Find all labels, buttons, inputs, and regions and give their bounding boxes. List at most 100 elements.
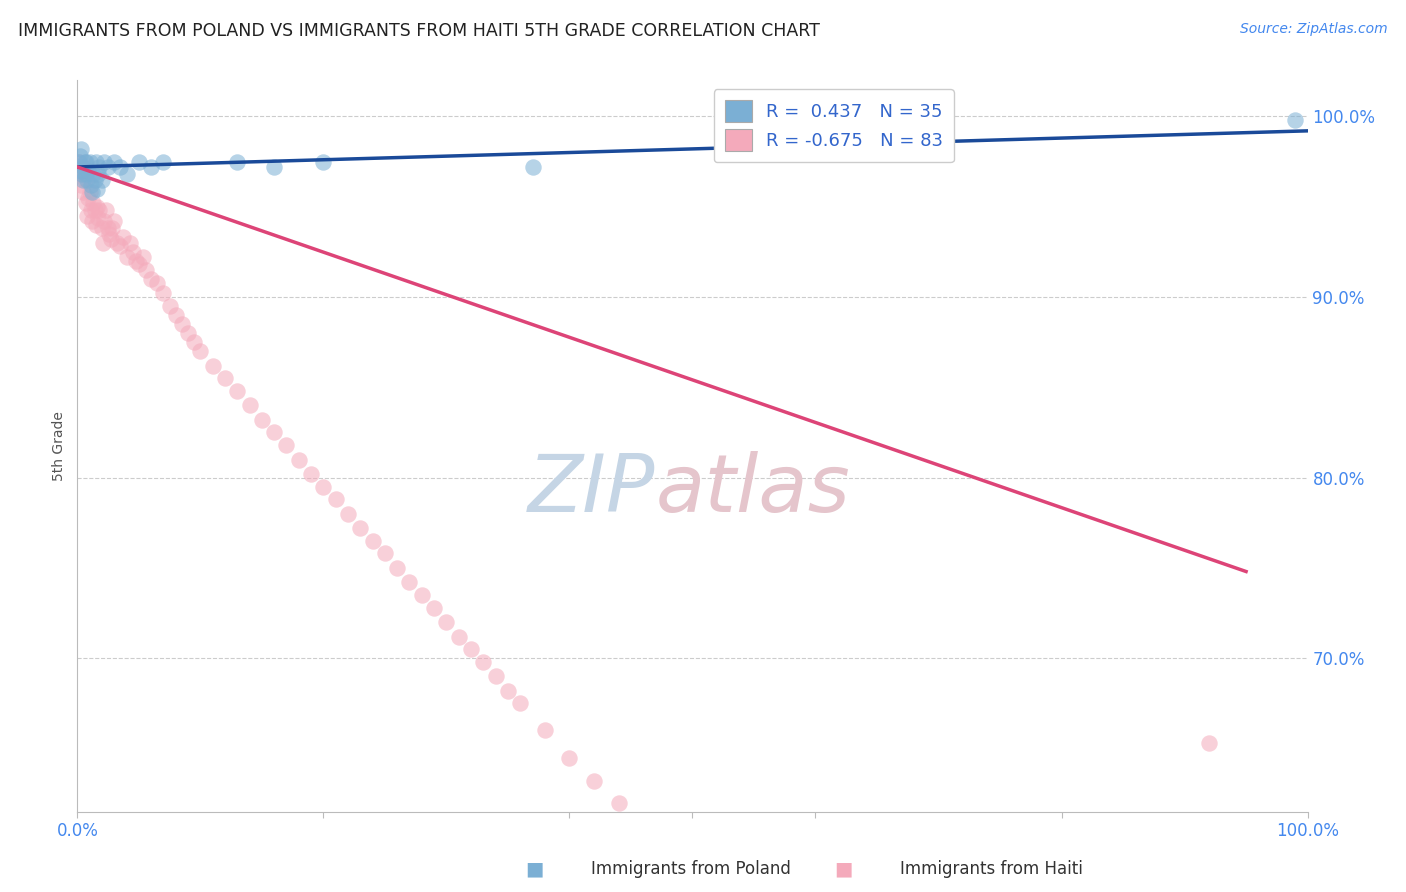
Point [141,160,163,174]
Point [69,149,91,163]
Text: Immigrants from Haiti: Immigrants from Haiti [900,860,1083,878]
Point [79,186,101,200]
Point [115,250,138,264]
Text: IMMIGRANTS FROM POLAND VS IMMIGRANTS FROM HAITI 5TH GRADE CORRELATION CHART: IMMIGRANTS FROM POLAND VS IMMIGRANTS FRO… [18,22,820,40]
Point [337,507,360,521]
Text: Immigrants from Poland: Immigrants from Poland [591,860,790,878]
Point [263,425,285,440]
Point [349,521,371,535]
Point [110,160,132,174]
Point [72,172,94,186]
Point [83,203,105,218]
Point [152,286,174,301]
Point [190,344,212,359]
Point [100,232,122,246]
Point [84,154,107,169]
Point [121,244,143,259]
Point [411,588,433,602]
Point [70,163,93,178]
Point [131,250,153,264]
Point [82,186,104,200]
Point [82,214,104,228]
Point [93,154,115,169]
Point [70,167,93,181]
Point [97,160,120,174]
Point [101,221,124,235]
Point [522,160,544,174]
Point [75,167,97,181]
Point [93,214,115,228]
Point [226,384,249,398]
Point [103,154,125,169]
Point [86,200,108,214]
Point [75,154,97,169]
Point [83,172,105,186]
Point [201,359,224,373]
Point [534,723,557,738]
Point [152,154,174,169]
Point [76,209,98,223]
Point [98,227,121,241]
Point [657,831,679,846]
Point [1284,113,1306,128]
Point [110,239,132,253]
Point [509,697,531,711]
Point [72,160,94,174]
Point [423,600,446,615]
Point [73,172,96,186]
Point [80,203,103,218]
Point [90,221,114,235]
Point [165,308,187,322]
Point [183,335,205,350]
Point [82,196,104,211]
Point [135,263,157,277]
Point [460,642,482,657]
Point [239,398,262,412]
Point [633,814,655,828]
Text: atlas: atlas [655,450,851,529]
Point [141,272,163,286]
Point [398,575,420,590]
Point [70,178,93,192]
Point [250,413,273,427]
Point [312,480,335,494]
Point [73,154,96,169]
Point [299,467,322,481]
Point [731,871,754,886]
Point [583,774,606,789]
Point [70,163,93,178]
Point [276,438,298,452]
Point [94,203,117,218]
Point [214,371,236,385]
Point [177,326,200,340]
Point [288,452,311,467]
Point [447,630,470,644]
Point [325,492,347,507]
Point [361,533,384,548]
Point [103,214,125,228]
Point [67,154,90,169]
Point [79,154,101,169]
Point [170,317,193,331]
Text: Source: ZipAtlas.com: Source: ZipAtlas.com [1240,22,1388,37]
Point [77,163,100,178]
Point [312,154,335,169]
Text: ■: ■ [834,859,853,879]
Point [72,186,94,200]
Point [90,172,114,186]
Point [87,211,110,225]
Point [86,181,108,195]
Point [89,160,111,174]
Point [706,861,728,875]
Point [75,196,97,211]
Point [91,235,114,250]
Point [97,221,120,235]
Point [89,203,111,218]
Point [436,615,458,629]
Point [84,218,107,232]
Point [496,683,519,698]
Point [485,669,508,683]
Text: ■: ■ [524,859,544,879]
Point [755,886,778,892]
Point [120,235,142,250]
